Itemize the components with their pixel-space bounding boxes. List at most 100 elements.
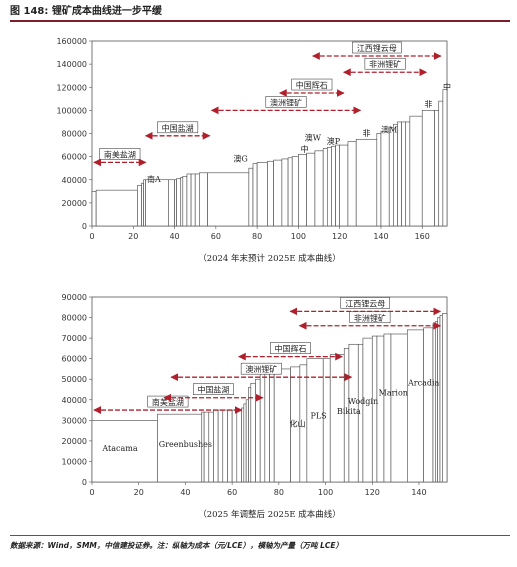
cost-step-bar — [199, 172, 208, 227]
cost-step-bar — [273, 368, 291, 483]
cost-step-bar — [255, 378, 261, 483]
cost-step-bar — [442, 89, 448, 227]
producer-label: 澳W — [305, 132, 322, 142]
x-tick-label: 40 — [180, 488, 190, 497]
cost-step-bar — [180, 177, 184, 227]
cost-steps — [91, 89, 448, 227]
producer-label: Bikita — [337, 407, 361, 416]
y-tick-label: 100000 — [56, 106, 87, 115]
cost-step-bar — [383, 333, 392, 483]
range-label: 江西锂云母 — [345, 298, 385, 308]
producer-label: Greenbushes — [159, 440, 212, 449]
cost-step-bar — [442, 313, 448, 483]
y-tick-label: 50000 — [62, 375, 87, 384]
x-tick-label: 160 — [415, 232, 430, 241]
cost-step-bar — [186, 173, 192, 227]
cost-step-bar — [217, 409, 224, 483]
cost-curve-chart-2024: 0 20000 40000 60000 80000 100000 120000 140000 1… — [56, 37, 451, 264]
cost-step-bar — [380, 130, 390, 227]
cost-step-bar — [91, 191, 97, 227]
cost-step-bar — [143, 179, 146, 227]
cost-step-bar — [190, 173, 196, 227]
cost-step-bar — [174, 179, 177, 227]
cost-step-bar — [339, 144, 349, 227]
x-tick-label: 120 — [365, 488, 380, 497]
cost-step-bar — [231, 409, 238, 483]
range-label-box — [240, 362, 282, 375]
cost-step-bar — [259, 372, 266, 483]
producer-label: 中 — [443, 82, 451, 92]
y-tick-label: 140000 — [56, 60, 87, 69]
range-annotation: 南美盐湖 — [93, 148, 147, 167]
cost-step-bar — [432, 323, 436, 483]
cost-step-bar — [371, 335, 378, 483]
cost-step-bar — [405, 121, 411, 227]
y-tick-label: 80000 — [62, 130, 87, 139]
cost-step-bar — [256, 162, 268, 227]
cost-step-bar — [245, 399, 249, 483]
range-annotation: 中国盐湖 — [163, 383, 264, 402]
producer-label: 非 — [424, 99, 432, 109]
cost-step-bar — [264, 370, 270, 483]
producer-label: PLS — [310, 411, 326, 420]
cost-step-bar — [243, 403, 247, 483]
cost-step-bar — [306, 152, 316, 227]
producer-label: 非 — [363, 128, 371, 138]
cost-step-bar — [182, 175, 188, 227]
cost-step-bar — [397, 121, 402, 227]
range-annotation: 中国辉石 — [238, 342, 344, 361]
cost-step-bar — [406, 329, 424, 483]
cost-step-bar — [376, 133, 382, 227]
x-tick-label: 20 — [128, 232, 138, 241]
cost-step-bar — [241, 407, 245, 483]
cost-step-bar — [376, 335, 385, 483]
source-note: 数据来源：Wind，SMM，中信建投证券。注：纵轴为成本（元/LCE），横轴为产… — [10, 535, 510, 551]
range-annotation: 中国盐湖 — [144, 121, 211, 140]
range-label: 南美盐湖 — [152, 397, 184, 407]
range-label-box — [340, 297, 391, 309]
figure-title: 图 148: 锂矿成本曲线进一步平缓 — [10, 3, 510, 22]
cost-steps — [91, 313, 448, 483]
y-tick-label: 30000 — [62, 416, 87, 425]
y-tick-label: 40000 — [62, 176, 87, 185]
cost-step-bar — [227, 409, 233, 483]
cost-step-bar — [329, 354, 345, 483]
cost-step-bar — [236, 409, 242, 483]
cost-step-bar — [393, 123, 398, 227]
cost-step-bar — [435, 321, 438, 483]
y-tick-label: 0 — [82, 478, 87, 487]
y-tick-label: 160000 — [56, 37, 87, 46]
range-label: 南美盐湖 — [104, 149, 136, 159]
cost-step-bar — [145, 179, 169, 227]
producer-label: 澳M — [381, 124, 397, 134]
y-tick-label: 80000 — [62, 314, 87, 323]
y-tick-label: 20000 — [62, 199, 87, 208]
cost-step-bar — [390, 333, 408, 483]
cost-step-bar — [439, 315, 443, 483]
range-label: 非洲锂矿 — [354, 313, 386, 323]
x-tick-label: 0 — [89, 488, 94, 497]
cost-step-bar — [141, 182, 144, 227]
producer-label: Marion — [379, 389, 408, 398]
x-tick-label: 60 — [211, 232, 221, 241]
cost-step-bar — [388, 127, 394, 227]
x-tick-label: 40 — [169, 232, 179, 241]
range-label: 非洲锂矿 — [369, 59, 401, 69]
range-label: 澳洲锂矿 — [270, 97, 302, 107]
y-tick-label: 120000 — [56, 83, 87, 92]
cost-step-bar — [194, 173, 200, 227]
cost-step-bar — [347, 141, 357, 227]
range-label-box — [192, 383, 234, 395]
cost-step-bar — [252, 163, 258, 227]
x-tick-label: 120 — [332, 232, 347, 241]
range-label-box — [157, 121, 199, 134]
range-label-box — [99, 148, 141, 160]
range-label: 中国盐湖 — [162, 123, 194, 133]
range-annotation: 江西锂云母 — [289, 297, 442, 316]
x-tick-label: 20 — [134, 488, 144, 497]
range-label-box — [352, 41, 402, 54]
range-annotation: 澳洲锂矿 — [170, 362, 353, 382]
y-tick-label: 60000 — [62, 153, 87, 162]
cost-step-bar — [248, 167, 254, 227]
cost-step-bar — [409, 115, 423, 227]
